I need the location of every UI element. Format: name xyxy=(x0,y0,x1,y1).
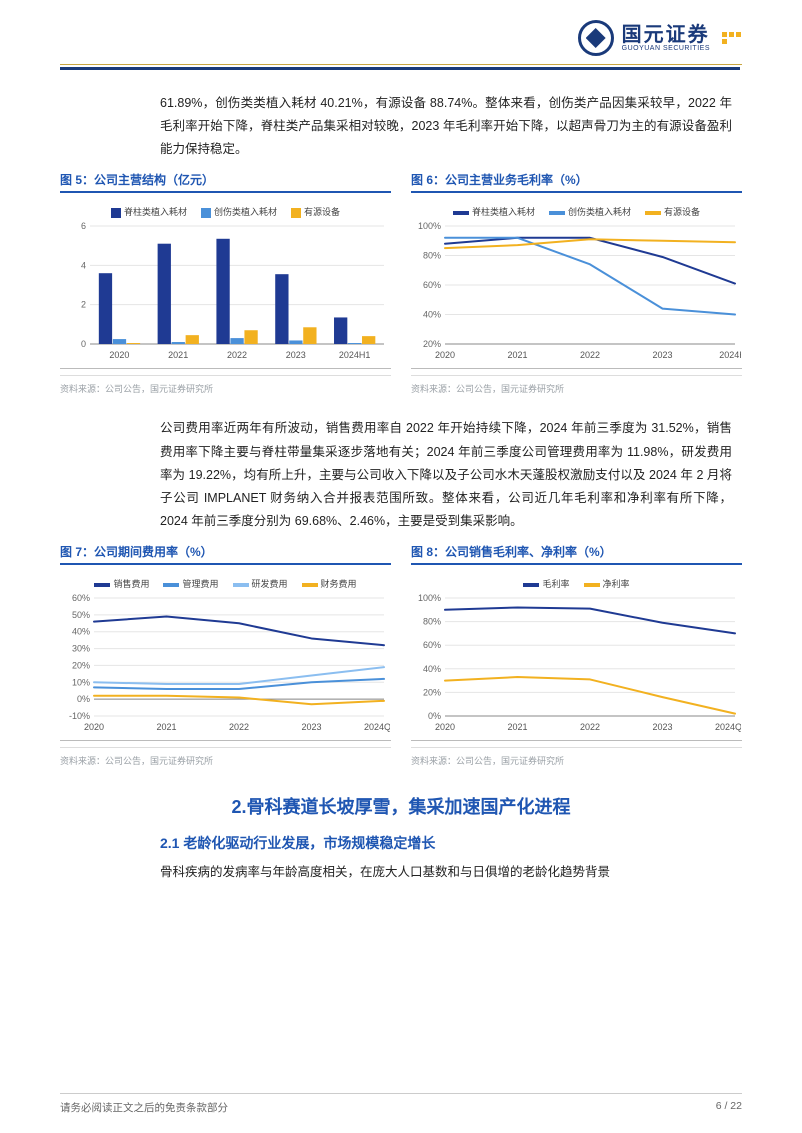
chart-6-plot: 脊柱类植入耗材创伤类植入耗材有源设备 20% 40% 60% 80% 100% 2020 2… xyxy=(411,199,742,369)
svg-text:2021: 2021 xyxy=(507,722,527,732)
svg-text:2021: 2021 xyxy=(168,350,188,360)
svg-text:40%: 40% xyxy=(423,664,441,674)
svg-text:2022: 2022 xyxy=(229,722,249,732)
brand-logo: 国元证券 GUOYUAN SECURITIES xyxy=(578,20,742,56)
chart-7-plot: 销售费用管理费用研发费用财务费用 -10% 0% 10% 20% 30% 40% 50% 60… xyxy=(60,571,391,741)
page-header: 国元证券 GUOYUAN SECURITIES xyxy=(0,0,802,60)
svg-text:2020: 2020 xyxy=(109,350,129,360)
svg-text:2021: 2021 xyxy=(507,350,527,360)
svg-text:2022: 2022 xyxy=(580,722,600,732)
svg-text:2024Q1-3: 2024Q1-3 xyxy=(364,722,390,732)
svg-text:2023: 2023 xyxy=(286,350,306,360)
body-paragraph-1: 61.89%，创伤类类植入耗材 40.21%，有源设备 88.74%。整体来看，… xyxy=(160,92,732,161)
svg-text:2: 2 xyxy=(81,300,86,310)
logo-text-en: GUOYUAN SECURITIES xyxy=(622,45,710,52)
svg-text:2024H1: 2024H1 xyxy=(339,350,371,360)
chart-8-title: 图 8：公司销售毛利率、净利率（%） xyxy=(411,543,742,565)
chart-8-source: 资料来源：公司公告，国元证券研究所 xyxy=(411,747,742,767)
svg-text:4: 4 xyxy=(81,261,86,271)
svg-text:2024Q1-3: 2024Q1-3 xyxy=(715,722,741,732)
body-paragraph-3: 骨科疾病的发病率与年龄高度相关，在庞大人口基数和与日俱增的老龄化趋势背景 xyxy=(160,861,732,884)
svg-text:2020: 2020 xyxy=(435,722,455,732)
svg-text:0: 0 xyxy=(81,339,86,349)
chart-5-source: 资料来源：公司公告，国元证券研究所 xyxy=(60,375,391,395)
section-2-heading: 2.骨科赛道长坡厚雪，集采加速国产化进程 xyxy=(60,793,742,819)
chart-8-legend: 毛利率净利率 xyxy=(411,577,742,590)
divider-gold xyxy=(60,64,742,65)
svg-text:80%: 80% xyxy=(423,617,441,627)
svg-text:30%: 30% xyxy=(72,644,90,654)
svg-text:2020: 2020 xyxy=(84,722,104,732)
svg-text:100%: 100% xyxy=(418,222,441,231)
svg-text:0%: 0% xyxy=(428,711,441,721)
chart-7-title: 图 7：公司期间费用率（%） xyxy=(60,543,391,565)
svg-text:20%: 20% xyxy=(423,339,441,349)
page-number: 6 / 22 xyxy=(716,1100,742,1115)
chart-6-title: 图 6：公司主营业务毛利率（%） xyxy=(411,171,742,193)
chart-7: 图 7：公司期间费用率（%） 销售费用管理费用研发费用财务费用 -10% 0% 10… xyxy=(60,543,391,767)
page-footer: 请务必阅读正文之后的免责条款部分 6 / 22 xyxy=(60,1093,742,1115)
chart-5: 图 5：公司主营结构（亿元） 脊柱类植入耗材创伤类植入耗材有源设备 0 2 4 6 20… xyxy=(60,171,391,395)
chart-5-title: 图 5：公司主营结构（亿元） xyxy=(60,171,391,193)
svg-text:10%: 10% xyxy=(72,677,90,687)
chart-5-plot: 脊柱类植入耗材创伤类植入耗材有源设备 0 2 4 6 2020 2021 2022 2023 2… xyxy=(60,199,391,369)
chart-6: 图 6：公司主营业务毛利率（%） 脊柱类植入耗材创伤类植入耗材有源设备 20% 4… xyxy=(411,171,742,395)
chart-row-2: 图 7：公司期间费用率（%） 销售费用管理费用研发费用财务费用 -10% 0% 10… xyxy=(60,543,742,767)
svg-text:50%: 50% xyxy=(72,610,90,620)
svg-text:20%: 20% xyxy=(423,687,441,697)
svg-text:2023: 2023 xyxy=(301,722,321,732)
svg-text:40%: 40% xyxy=(423,310,441,320)
svg-text:100%: 100% xyxy=(418,594,441,603)
svg-text:-10%: -10% xyxy=(69,711,90,721)
svg-text:2023: 2023 xyxy=(652,722,672,732)
chart-6-source: 资料来源：公司公告，国元证券研究所 xyxy=(411,375,742,395)
chart-5-legend: 脊柱类植入耗材创伤类植入耗材有源设备 xyxy=(60,205,391,218)
svg-text:80%: 80% xyxy=(423,251,441,261)
logo-squares-icon xyxy=(722,32,742,44)
svg-text:20%: 20% xyxy=(72,660,90,670)
chart-6-legend: 脊柱类植入耗材创伤类植入耗材有源设备 xyxy=(411,205,742,218)
chart-8: 图 8：公司销售毛利率、净利率（%） 毛利率净利率 0% 20% 40% 60% 80%… xyxy=(411,543,742,767)
svg-text:2023: 2023 xyxy=(652,350,672,360)
divider-navy xyxy=(60,67,740,70)
svg-text:0%: 0% xyxy=(77,694,90,704)
section-2-1-heading: 2.1 老龄化驱动行业发展，市场规模稳定增长 xyxy=(160,833,742,853)
svg-text:40%: 40% xyxy=(72,627,90,637)
logo-text-cn: 国元证券 xyxy=(622,25,710,45)
footer-disclaimer: 请务必阅读正文之后的免责条款部分 xyxy=(60,1100,228,1115)
svg-text:2020: 2020 xyxy=(435,350,455,360)
chart-row-1: 图 5：公司主营结构（亿元） 脊柱类植入耗材创伤类植入耗材有源设备 0 2 4 6 20… xyxy=(60,171,742,395)
chart-8-plot: 毛利率净利率 0% 20% 40% 60% 80% 100% 2020 2021 2022 202… xyxy=(411,571,742,741)
body-paragraph-2: 公司费用率近两年有所波动，销售费用率自 2022 年开始持续下降，2024 年前… xyxy=(160,417,732,533)
svg-text:60%: 60% xyxy=(423,640,441,650)
svg-text:6: 6 xyxy=(81,222,86,231)
svg-text:2022: 2022 xyxy=(227,350,247,360)
svg-text:60%: 60% xyxy=(72,594,90,603)
svg-text:2021: 2021 xyxy=(156,722,176,732)
logo-mark-icon xyxy=(578,20,614,56)
svg-text:2022: 2022 xyxy=(580,350,600,360)
chart-7-legend: 销售费用管理费用研发费用财务费用 xyxy=(60,577,391,590)
svg-text:60%: 60% xyxy=(423,280,441,290)
chart-7-source: 资料来源：公司公告，国元证券研究所 xyxy=(60,747,391,767)
svg-text:2024H1: 2024H1 xyxy=(719,350,741,360)
